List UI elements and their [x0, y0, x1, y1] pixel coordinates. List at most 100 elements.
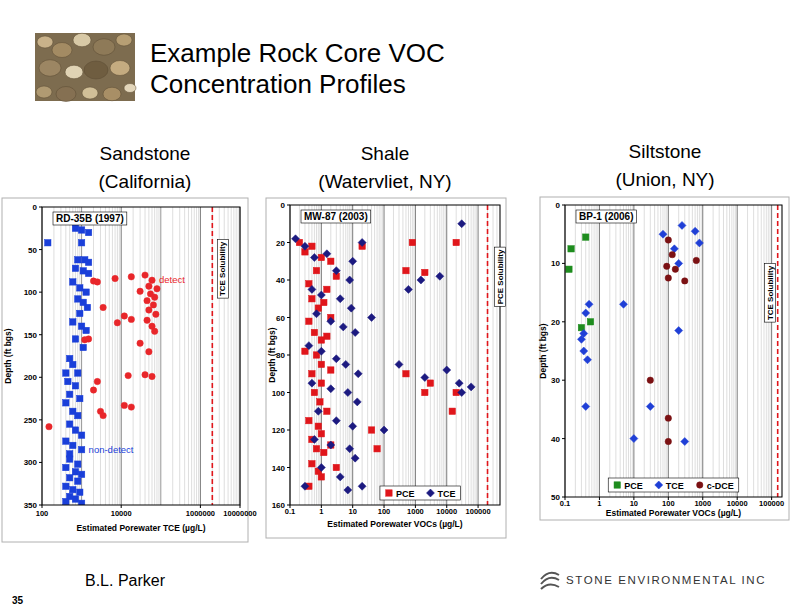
point — [317, 464, 325, 472]
minor-grid-line — [345, 205, 346, 505]
point — [114, 320, 120, 326]
point — [409, 239, 415, 245]
grid-line — [668, 205, 669, 497]
point — [142, 372, 148, 378]
minor-grid-line — [430, 205, 431, 505]
x-tick-label: 0.1 — [560, 499, 570, 508]
minor-grid-line — [152, 207, 153, 505]
grid-line — [121, 207, 122, 505]
minor-grid-line — [662, 205, 663, 497]
minor-grid-line — [188, 207, 189, 505]
minor-grid-line — [597, 205, 598, 497]
point — [404, 285, 412, 293]
minor-grid-line — [660, 205, 661, 497]
pebble — [73, 33, 91, 47]
point — [354, 370, 362, 378]
minor-grid-line — [60, 207, 61, 505]
x-axis-label: Estimated Porewater TCE (µg/L) — [76, 523, 205, 533]
minor-grid-line — [733, 205, 734, 497]
point — [403, 267, 409, 273]
y-tick-label: 200 — [24, 373, 38, 382]
point — [72, 336, 78, 342]
point — [351, 454, 359, 462]
point — [582, 309, 590, 317]
y-tick-label: 140 — [272, 464, 286, 473]
point — [344, 486, 352, 494]
x-tick-label: 1 — [597, 499, 601, 508]
point — [301, 242, 309, 250]
series — [296, 239, 459, 489]
chart-area — [540, 197, 789, 520]
point — [327, 317, 335, 325]
y-tick-label: 150 — [24, 331, 38, 340]
reference-label: PCE Solubility — [495, 247, 506, 306]
minor-grid-line — [424, 205, 425, 505]
thumbnail — [35, 33, 136, 102]
point — [620, 300, 628, 308]
point — [66, 391, 72, 397]
minor-grid-line — [77, 207, 78, 505]
chart-heading: Sandstone(California) — [99, 143, 192, 192]
minor-grid-line — [402, 205, 403, 505]
minor-grid-line — [238, 207, 239, 505]
point — [66, 456, 72, 462]
pebble — [37, 36, 53, 48]
point — [63, 464, 69, 470]
point — [80, 344, 86, 350]
minor-grid-line — [650, 205, 651, 497]
point — [72, 496, 78, 502]
grid — [290, 205, 500, 505]
legend-item: c-DCE — [697, 481, 734, 491]
point — [78, 227, 84, 233]
minor-grid-line — [630, 205, 631, 497]
y-tick-label: 40 — [551, 435, 560, 444]
point — [144, 317, 150, 323]
x-tick-label: 10 — [349, 507, 357, 516]
point — [309, 296, 315, 302]
point — [72, 225, 78, 231]
grid-line — [633, 205, 634, 497]
x-tick-label: 1 — [319, 507, 323, 516]
minor-grid-line — [689, 205, 690, 497]
minor-grid-line — [729, 205, 730, 497]
point — [353, 398, 361, 406]
point — [70, 486, 76, 492]
minor-grid-line — [408, 205, 409, 505]
minor-grid-line — [191, 207, 192, 505]
y-axis-label: Depth (ft bgs) — [267, 327, 277, 382]
point — [395, 360, 403, 368]
point — [311, 389, 317, 395]
point — [339, 323, 347, 331]
minor-grid-line — [100, 207, 101, 505]
y-tick-label: 100 — [272, 389, 286, 398]
point — [321, 449, 327, 455]
minor-grid-line — [412, 205, 413, 505]
point — [72, 427, 78, 433]
minor-grid-line — [148, 207, 149, 505]
point — [137, 340, 143, 346]
minor-grid-line — [626, 205, 627, 497]
point — [324, 333, 330, 339]
minor-grid-line — [657, 205, 658, 497]
minor-grid-line — [115, 207, 116, 505]
minor-grid-line — [596, 205, 597, 497]
minor-grid-line — [374, 205, 375, 505]
point — [336, 473, 344, 481]
point — [305, 342, 313, 350]
point — [346, 276, 354, 284]
point — [112, 275, 118, 281]
y-axis-label: Depth (ft bgs) — [538, 323, 548, 378]
minor-grid-line — [160, 207, 161, 505]
minor-grid-line — [644, 205, 645, 497]
point — [665, 438, 671, 444]
point — [306, 417, 312, 423]
pebble — [39, 60, 61, 77]
point — [318, 431, 324, 437]
minor-grid-line — [695, 205, 696, 497]
point — [83, 289, 89, 295]
point — [149, 277, 155, 283]
point — [70, 279, 76, 285]
point — [693, 257, 699, 263]
point — [151, 328, 157, 334]
point — [318, 380, 324, 386]
